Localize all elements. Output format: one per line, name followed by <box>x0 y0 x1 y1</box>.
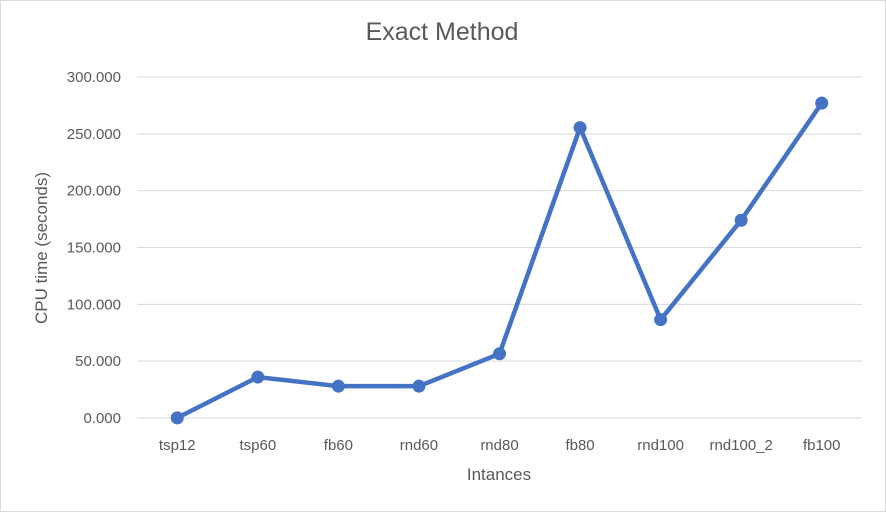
data-point <box>412 379 426 393</box>
data-point <box>251 370 265 384</box>
data-point <box>654 313 668 327</box>
series-line <box>175 100 824 421</box>
y-tick-label: 100.000 <box>67 296 121 313</box>
y-tick-labels: 0.000 50.000 100.000 150.000 200.000 250.000 3… <box>67 69 121 427</box>
data-point <box>573 121 587 135</box>
x-tick-label: fb100 <box>803 437 841 454</box>
y-tick-label: 250.000 <box>67 126 121 143</box>
x-tick-label: fb60 <box>324 437 353 454</box>
x-tick-label: tsp12 <box>159 437 196 454</box>
y-tick-label: 50.000 <box>75 353 121 370</box>
x-tick-label: rnd80 <box>480 437 518 454</box>
gridlines <box>137 76 862 419</box>
x-tick-labels: tsp12 tsp60 fb60 rnd60 rnd80 fb80 rnd100 rnd100… <box>159 437 841 454</box>
y-tick-label: 150.000 <box>67 240 121 257</box>
chart-title: Exact Method <box>365 18 519 46</box>
data-point <box>815 96 829 110</box>
y-tick-label: 0.000 <box>83 410 121 427</box>
x-axis-label: Intances <box>467 465 531 484</box>
x-tick-label: rnd100_2 <box>709 437 772 454</box>
data-point <box>734 213 748 227</box>
data-point <box>493 347 506 361</box>
x-tick-label: fb80 <box>565 437 594 454</box>
x-tick-label: tsp60 <box>239 437 276 454</box>
y-axis-label: CPU time (seconds) <box>32 172 51 324</box>
x-tick-label: rnd100 <box>637 437 684 454</box>
data-point <box>170 411 184 425</box>
x-tick-label: rnd60 <box>400 437 438 454</box>
y-tick-label: 200.000 <box>67 183 121 200</box>
y-tick-label: 300.000 <box>67 69 121 86</box>
data-points <box>170 96 829 425</box>
data-point <box>331 379 345 393</box>
